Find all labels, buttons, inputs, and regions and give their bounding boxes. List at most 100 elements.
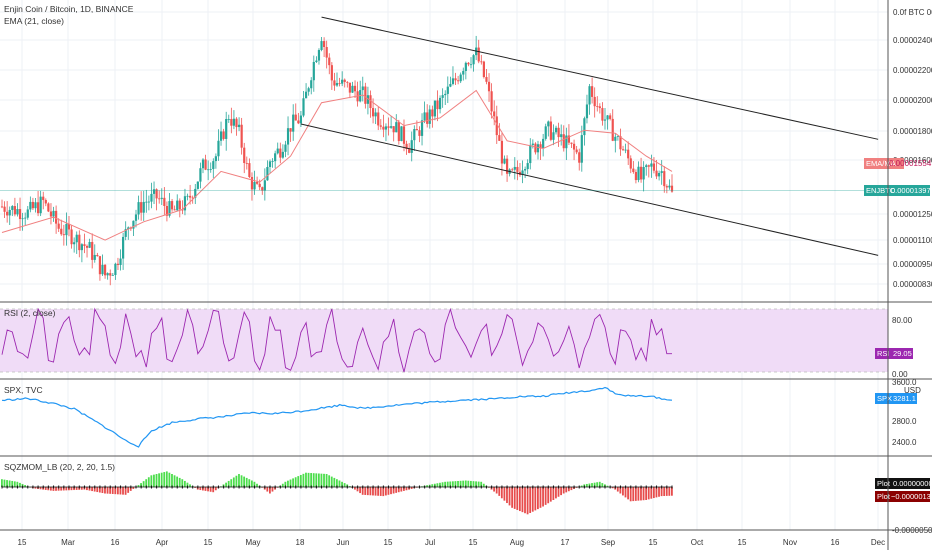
ema-tag-name: EMA/MA (866, 159, 896, 168)
candle-body (469, 64, 473, 66)
candle-body (642, 167, 645, 180)
candle-body (619, 136, 622, 150)
candle-body (191, 197, 194, 199)
momentum-bar (387, 487, 390, 495)
candle-body (567, 135, 571, 143)
time-axis[interactable]: 15 Mar 16 Apr 15 May 18 Jun 15 Jul 15 Aug 17 Sep 15 Oct… (18, 538, 886, 547)
candle-body (225, 119, 228, 139)
candle-body (431, 109, 434, 117)
trend-line[interactable] (300, 123, 879, 256)
momentum-bar (245, 477, 248, 487)
momentum-bar (227, 480, 230, 487)
candle-body (616, 136, 619, 137)
time-axis-label: 15 (384, 538, 393, 547)
candle-body (207, 169, 210, 171)
momentum-bar (256, 483, 258, 487)
momentum-bar (269, 487, 271, 494)
candle-body (663, 171, 666, 187)
momentum-bar (436, 483, 439, 487)
momentum-bar (482, 483, 485, 487)
candle-body (547, 121, 550, 127)
candle-body (366, 95, 370, 104)
candle-body (565, 135, 568, 149)
momentum-bar (299, 474, 302, 487)
momentum-bar (395, 487, 398, 493)
candle-body (109, 273, 112, 276)
momentum-bar (209, 487, 212, 492)
candle-body (150, 193, 153, 202)
candle-body (624, 149, 627, 151)
candle-body (258, 183, 261, 188)
momentum-bar (377, 487, 380, 496)
momentum-bar (671, 487, 673, 496)
candle-body (103, 264, 107, 276)
candle-body (593, 96, 596, 107)
candle-body (292, 114, 295, 132)
candle-body (52, 210, 55, 217)
plot-tag-2-name: Plot (877, 492, 891, 501)
momentum-bar (524, 487, 526, 514)
trend-line[interactable] (321, 16, 879, 140)
rsi-axis-80: 80.00 (892, 316, 913, 325)
rsi-band (0, 309, 888, 372)
candle-body (369, 95, 372, 109)
candle-body (343, 79, 346, 82)
candle-body (655, 170, 658, 177)
candle-body (261, 187, 264, 191)
chart-grid (0, 0, 888, 530)
time-axis-label: Apr (156, 538, 169, 547)
momentum-bar (549, 487, 552, 502)
time-axis-label: Mar (61, 538, 75, 547)
candle-body (266, 166, 269, 181)
candle-body (423, 112, 426, 121)
momentum-bar (531, 487, 534, 512)
momentum-bar (441, 482, 444, 487)
momentum-bar (163, 472, 166, 487)
rsi-pane[interactable]: RSI (2, close) 80.00 0.00 RSI 29.05 (0, 307, 913, 379)
main-price-pane[interactable]: Enjin Coin / Bitcoin, 1D, BINANCE EMA (2… (0, 4, 932, 289)
time-axis-label: Oct (691, 538, 704, 547)
main-price-axis[interactable]: 0.0f BTC 00 0.00002400 0.00002200 0.0000200… (893, 8, 932, 289)
candle-body (227, 118, 230, 120)
candle-body (73, 242, 76, 245)
plot-tag-1-bg (875, 478, 930, 489)
momentum-bar (68, 487, 70, 491)
candle-body (405, 143, 408, 150)
momentum-bar (109, 487, 112, 494)
momentum-bar (565, 487, 568, 493)
candle-body (65, 223, 68, 236)
channel-trend-lines[interactable] (300, 16, 879, 256)
momentum-bar (6, 480, 8, 487)
spx-pane[interactable]: SPX, TVC 3600.0 USD 2800.0 2400.0 SPX 32… (1, 378, 921, 448)
candle-body (310, 80, 313, 89)
candle-body (647, 165, 650, 167)
candle-body (67, 223, 71, 230)
momentum-bar (622, 487, 624, 496)
momentum-bar (665, 487, 668, 496)
candle-body (111, 274, 114, 276)
candle-body (263, 180, 266, 191)
candle-body (637, 166, 640, 181)
candle-body (26, 209, 29, 218)
momentum-bar (137, 485, 140, 487)
momentum-bar (202, 487, 204, 491)
candle-body (658, 172, 661, 177)
momentum-bar (3, 479, 6, 487)
candle-body (529, 144, 532, 164)
momentum-bar (181, 479, 184, 487)
candle-body (400, 126, 403, 142)
momentum-bar (65, 487, 68, 491)
momentum-bar (472, 481, 475, 487)
candle-body (93, 254, 96, 260)
candle-body (377, 112, 380, 126)
momentum-bar (364, 487, 367, 495)
momentum-bar (431, 484, 434, 487)
momentum-bar (207, 487, 209, 492)
candle-body (611, 118, 614, 141)
momentum-bar (284, 481, 287, 487)
momentum-bar (238, 474, 240, 487)
candle-body (598, 106, 601, 109)
candle-body (91, 241, 94, 260)
